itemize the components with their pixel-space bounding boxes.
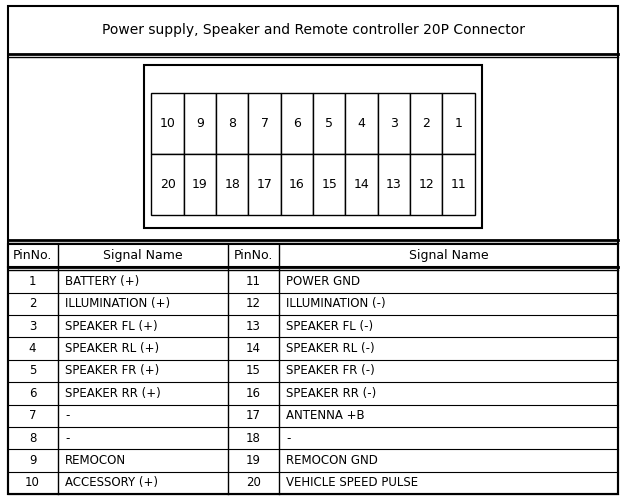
Bar bbox=[346, 154, 377, 215]
Bar bbox=[410, 92, 442, 154]
Text: 16: 16 bbox=[289, 178, 305, 191]
Text: PinNo.: PinNo. bbox=[234, 249, 273, 262]
Text: 2: 2 bbox=[29, 298, 36, 310]
Text: 8: 8 bbox=[29, 432, 36, 444]
Text: 17: 17 bbox=[246, 409, 261, 422]
Text: 16: 16 bbox=[246, 387, 261, 400]
Text: 4: 4 bbox=[357, 116, 366, 130]
Text: 9: 9 bbox=[196, 116, 204, 130]
Text: 12: 12 bbox=[246, 298, 261, 310]
Text: 13: 13 bbox=[246, 320, 261, 332]
Text: 10: 10 bbox=[160, 116, 175, 130]
Bar bbox=[216, 154, 249, 215]
Bar bbox=[216, 92, 249, 154]
Bar bbox=[280, 154, 313, 215]
Text: VEHICLE SPEED PULSE: VEHICLE SPEED PULSE bbox=[286, 476, 418, 490]
Bar bbox=[249, 154, 280, 215]
Text: 5: 5 bbox=[29, 364, 36, 378]
Text: -: - bbox=[65, 432, 69, 444]
Text: 19: 19 bbox=[192, 178, 208, 191]
Text: SPEAKER RL (+): SPEAKER RL (+) bbox=[65, 342, 159, 355]
Text: 14: 14 bbox=[354, 178, 369, 191]
Text: 19: 19 bbox=[246, 454, 261, 467]
Bar bbox=[8, 244, 618, 494]
Text: SPEAKER RR (+): SPEAKER RR (+) bbox=[65, 387, 161, 400]
Text: ANTENNA +B: ANTENNA +B bbox=[286, 409, 365, 422]
Text: 9: 9 bbox=[29, 454, 36, 467]
Text: 1: 1 bbox=[454, 116, 462, 130]
Bar bbox=[410, 154, 442, 215]
Bar bbox=[313, 92, 346, 154]
Text: 4: 4 bbox=[29, 342, 36, 355]
Bar bbox=[151, 154, 184, 215]
Bar bbox=[377, 154, 410, 215]
Text: Signal Name: Signal Name bbox=[409, 249, 488, 262]
Bar bbox=[442, 92, 475, 154]
Bar bbox=[377, 92, 410, 154]
Text: 17: 17 bbox=[257, 178, 272, 191]
Text: REMOCON: REMOCON bbox=[65, 454, 126, 467]
Text: 14: 14 bbox=[246, 342, 261, 355]
Text: 3: 3 bbox=[390, 116, 398, 130]
Text: Signal Name: Signal Name bbox=[103, 249, 183, 262]
Text: SPEAKER RR (-): SPEAKER RR (-) bbox=[286, 387, 376, 400]
Text: POWER GND: POWER GND bbox=[286, 275, 360, 288]
Bar bbox=[151, 92, 184, 154]
Bar bbox=[144, 65, 482, 228]
Text: Power supply, Speaker and Remote controller 20P Connector: Power supply, Speaker and Remote control… bbox=[101, 22, 525, 37]
Bar bbox=[442, 154, 475, 215]
Text: -: - bbox=[286, 432, 290, 444]
Bar bbox=[184, 154, 216, 215]
Text: BATTERY (+): BATTERY (+) bbox=[65, 275, 140, 288]
Text: 2: 2 bbox=[422, 116, 430, 130]
Text: 1: 1 bbox=[29, 275, 36, 288]
Text: ILLUMINATION (+): ILLUMINATION (+) bbox=[65, 298, 170, 310]
Text: 13: 13 bbox=[386, 178, 402, 191]
Bar bbox=[313, 154, 346, 215]
Text: SPEAKER FR (+): SPEAKER FR (+) bbox=[65, 364, 160, 378]
Text: 10: 10 bbox=[25, 476, 40, 490]
Text: 12: 12 bbox=[418, 178, 434, 191]
Text: 11: 11 bbox=[451, 178, 466, 191]
Text: -: - bbox=[65, 409, 69, 422]
Text: 18: 18 bbox=[224, 178, 240, 191]
Bar bbox=[249, 92, 280, 154]
Text: SPEAKER FL (-): SPEAKER FL (-) bbox=[286, 320, 373, 332]
Bar bbox=[346, 92, 377, 154]
Text: 5: 5 bbox=[325, 116, 333, 130]
Text: 7: 7 bbox=[260, 116, 269, 130]
Text: 7: 7 bbox=[29, 409, 36, 422]
Text: 3: 3 bbox=[29, 320, 36, 332]
Text: ILLUMINATION (-): ILLUMINATION (-) bbox=[286, 298, 386, 310]
Text: PinNo.: PinNo. bbox=[13, 249, 52, 262]
Text: 6: 6 bbox=[29, 387, 36, 400]
Text: 11: 11 bbox=[246, 275, 261, 288]
Text: 20: 20 bbox=[246, 476, 261, 490]
Text: REMOCON GND: REMOCON GND bbox=[286, 454, 378, 467]
Text: ACCESSORY (+): ACCESSORY (+) bbox=[65, 476, 158, 490]
Text: SPEAKER FL (+): SPEAKER FL (+) bbox=[65, 320, 158, 332]
Text: 20: 20 bbox=[160, 178, 175, 191]
Bar bbox=[184, 92, 216, 154]
Text: 8: 8 bbox=[228, 116, 236, 130]
Text: SPEAKER FR (-): SPEAKER FR (-) bbox=[286, 364, 375, 378]
Bar bbox=[280, 92, 313, 154]
Text: SPEAKER RL (-): SPEAKER RL (-) bbox=[286, 342, 375, 355]
Text: 6: 6 bbox=[293, 116, 300, 130]
Text: 15: 15 bbox=[246, 364, 261, 378]
Text: 18: 18 bbox=[246, 432, 261, 444]
Text: 15: 15 bbox=[321, 178, 337, 191]
